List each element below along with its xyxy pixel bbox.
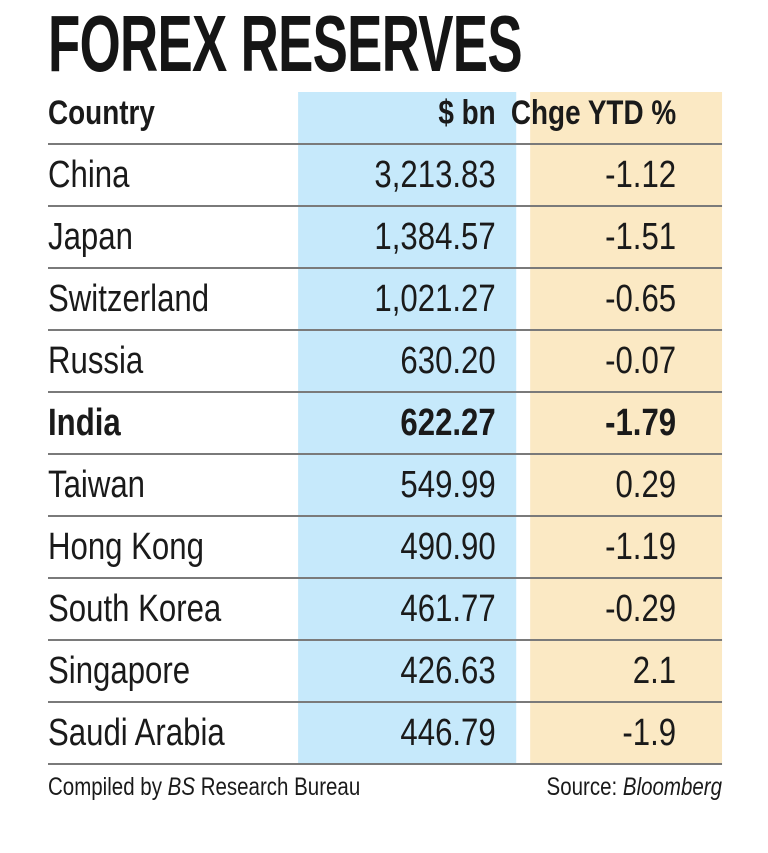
table-row: China 3,213.83 -1.12: [48, 145, 723, 207]
country-cell: India: [48, 402, 121, 444]
table-row: Switzerland 1,021.27 -0.65: [48, 269, 723, 331]
country-cell: Singapore: [48, 650, 191, 692]
reserves-cell: 1,384.57: [374, 216, 496, 258]
country-cell: Japan: [48, 216, 133, 258]
country-cell: Hong Kong: [48, 526, 204, 568]
table-row: Singapore 426.63 2.1: [48, 641, 723, 703]
change-cell: 2.1: [632, 650, 677, 692]
table-row: Taiwan 549.99 0.29: [48, 455, 723, 517]
table-row: Saudi Arabia 446.79 -1.9: [48, 703, 723, 765]
chart-title: FOREX RESERVES: [48, 0, 523, 88]
header-country: Country: [48, 94, 155, 132]
reserves-cell: 3,213.83: [374, 154, 496, 196]
change-cell: -0.07: [605, 340, 677, 382]
country-cell: Switzerland: [48, 278, 210, 320]
reserves-column-highlight: [298, 92, 517, 765]
table-header: Country $ bn Chge YTD %: [48, 92, 723, 145]
table-row: India 622.27 -1.79: [48, 393, 723, 455]
table-row: South Korea 461.77 -0.29: [48, 579, 723, 641]
reserves-cell: 1,021.27: [374, 278, 496, 320]
country-cell: Saudi Arabia: [48, 712, 225, 754]
country-cell: South Korea: [48, 588, 222, 630]
table-row: Hong Kong 490.90 -1.19: [48, 517, 723, 579]
compiled-by-credit: Compiled by BS Research Bureau: [48, 773, 361, 801]
country-cell: Taiwan: [48, 464, 146, 506]
reserves-cell: 549.99: [400, 464, 496, 506]
reserves-cell: 446.79: [400, 712, 496, 754]
change-cell: -1.79: [605, 402, 677, 444]
reserves-cell: 461.77: [400, 588, 496, 630]
forex-table: Country $ bn Chge YTD % China 3,213.83 -1.…: [48, 92, 723, 805]
reserves-cell: 490.90: [400, 526, 496, 568]
table-row: Japan 1,384.57 -1.51: [48, 207, 723, 269]
change-cell: 0.29: [615, 464, 677, 506]
country-cell: Russia: [48, 340, 144, 382]
reserves-cell: 622.27: [400, 402, 496, 444]
change-column-highlight: [530, 92, 723, 765]
header-reserves: $ bn: [438, 94, 496, 132]
source-credit: Source: Bloomberg: [546, 773, 723, 801]
change-cell: -1.51: [605, 216, 677, 258]
table-row: Russia 630.20 -0.07: [48, 331, 723, 393]
reserves-cell: 630.20: [400, 340, 496, 382]
header-change: Chge YTD %: [510, 94, 677, 132]
footer: Compiled by BS Research Bureau Source: B…: [48, 765, 722, 805]
change-cell: -0.29: [605, 588, 677, 630]
country-cell: China: [48, 154, 130, 196]
change-cell: -1.9: [622, 712, 677, 754]
change-cell: -1.19: [605, 526, 677, 568]
change-cell: -0.65: [605, 278, 677, 320]
reserves-cell: 426.63: [400, 650, 496, 692]
change-cell: -1.12: [605, 154, 677, 196]
